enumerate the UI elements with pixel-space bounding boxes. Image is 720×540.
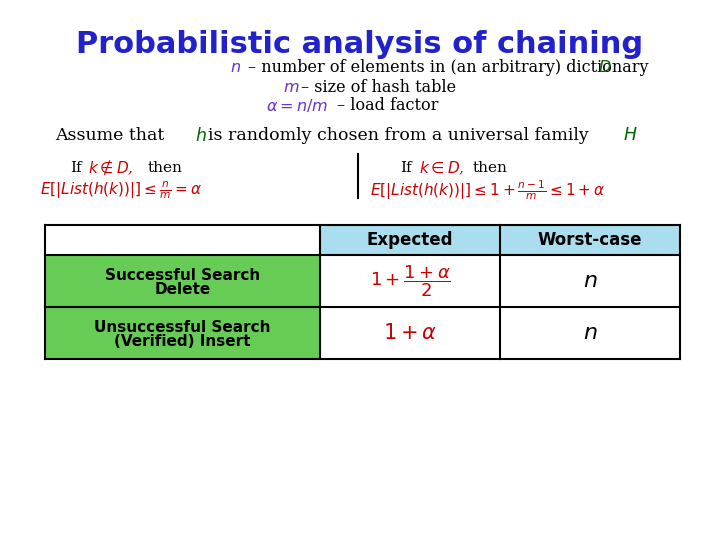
Text: (Verified) Insert: (Verified) Insert bbox=[114, 334, 251, 349]
Text: then: then bbox=[148, 161, 183, 175]
Bar bbox=[320, 225, 500, 255]
Text: is randomly chosen from a universal family: is randomly chosen from a universal fami… bbox=[208, 127, 589, 145]
Text: Delete: Delete bbox=[154, 282, 211, 298]
Text: – load factor: – load factor bbox=[337, 98, 438, 114]
Text: then: then bbox=[473, 161, 508, 175]
Text: $H$: $H$ bbox=[623, 127, 638, 145]
Text: $E[|List(h(k))|] \leq \frac{n}{m} = \alpha$: $E[|List(h(k))|] \leq \frac{n}{m} = \alp… bbox=[40, 179, 202, 201]
Text: – number of elements in (an arbitrary) dictionary: – number of elements in (an arbitrary) d… bbox=[248, 59, 649, 77]
Bar bbox=[45, 307, 320, 359]
Text: If: If bbox=[400, 161, 412, 175]
Text: $k \in D$,: $k \in D$, bbox=[419, 159, 464, 177]
Text: $h$: $h$ bbox=[195, 127, 207, 145]
Text: $D$: $D$ bbox=[598, 59, 611, 77]
Text: If: If bbox=[70, 161, 81, 175]
Text: $k \notin D$,: $k \notin D$, bbox=[88, 159, 133, 177]
Text: $\alpha = n/m$: $\alpha = n/m$ bbox=[266, 98, 328, 114]
Text: Worst-case: Worst-case bbox=[538, 231, 642, 249]
Text: Assume that: Assume that bbox=[55, 127, 164, 145]
Text: $E[|List(h(k))|] \leq 1 + \frac{n-1}{m} \leq 1+\alpha$: $E[|List(h(k))|] \leq 1 + \frac{n-1}{m} … bbox=[370, 178, 606, 202]
Text: $1 + \alpha$: $1 + \alpha$ bbox=[383, 323, 437, 343]
Text: $1 + \dfrac{1+\alpha}{2}$: $1 + \dfrac{1+\alpha}{2}$ bbox=[369, 263, 451, 299]
Text: $n$: $n$ bbox=[582, 322, 598, 344]
Text: Probabilistic analysis of chaining: Probabilistic analysis of chaining bbox=[76, 30, 644, 59]
Text: Expected: Expected bbox=[366, 231, 454, 249]
Text: $m$: $m$ bbox=[283, 78, 300, 96]
Text: Successful Search: Successful Search bbox=[105, 268, 260, 284]
Text: Unsuccessful Search: Unsuccessful Search bbox=[94, 321, 271, 335]
Text: – size of hash table: – size of hash table bbox=[301, 78, 456, 96]
Bar bbox=[500, 225, 680, 255]
Text: $n$: $n$ bbox=[230, 59, 241, 77]
Bar bbox=[45, 225, 680, 359]
Bar bbox=[45, 255, 320, 307]
Text: $n$: $n$ bbox=[582, 270, 598, 292]
